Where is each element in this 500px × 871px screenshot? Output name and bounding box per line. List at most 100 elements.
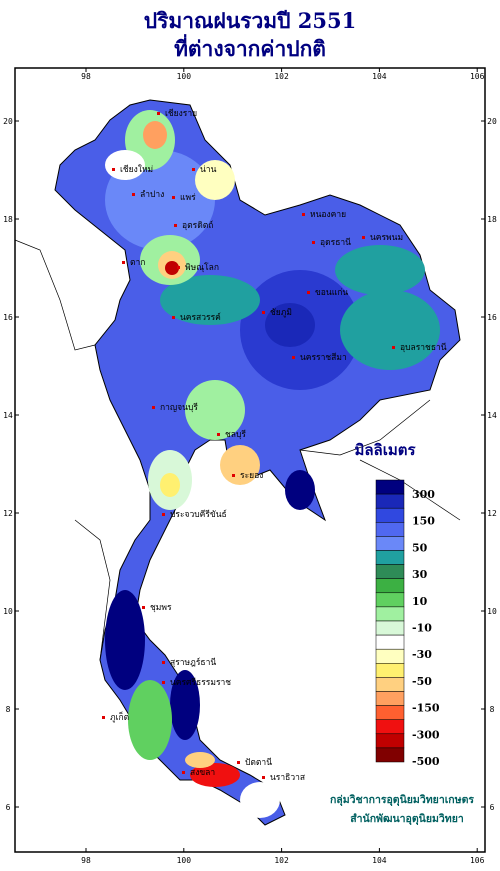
lat-label: 12	[3, 509, 13, 518]
legend-swatch	[375, 493, 405, 509]
city-marker	[177, 266, 180, 269]
legend-title: มิลลิเมตร	[354, 441, 416, 459]
city-label: ชุมพร	[150, 603, 172, 613]
lon-label: 104	[372, 72, 387, 81]
city-marker	[102, 716, 105, 719]
legend-swatch	[375, 578, 405, 594]
city-label: ขอนแก่น	[315, 288, 348, 298]
legend-swatch	[375, 691, 405, 706]
lat-label: 8	[490, 705, 495, 714]
city-label: ปัตตานี	[245, 757, 272, 768]
city-marker	[362, 236, 365, 239]
city-label: นครราชสีมา	[300, 352, 347, 363]
legend-swatch	[375, 592, 405, 608]
legend-label: 300	[412, 488, 435, 501]
lat-label: 14	[487, 411, 497, 420]
city-label: ประจวบคีรีขันธ์	[170, 509, 227, 520]
city-label: อุตรดิตถ์	[182, 220, 213, 231]
city-label: ลำปาง	[140, 190, 164, 200]
city-marker	[307, 291, 310, 294]
legend-swatch	[375, 606, 405, 622]
legend-label: 30	[412, 568, 428, 581]
lon-label: 100	[177, 856, 192, 865]
city-label: อุบลราชธานี	[400, 342, 447, 353]
city-marker	[302, 213, 305, 216]
city-marker	[152, 406, 155, 409]
subtitle: ที่ต่างจากค่าปกติ	[174, 33, 326, 61]
city-label: สุราษฎร์ธานี	[170, 657, 216, 668]
city-marker	[112, 168, 115, 171]
legend-swatch	[375, 634, 405, 650]
lon-label: 98	[81, 856, 91, 865]
legend-swatch	[375, 620, 405, 636]
legend-label: 10	[412, 595, 428, 608]
city-marker	[172, 196, 175, 199]
lat-label: 20	[487, 117, 497, 126]
city-marker	[172, 316, 175, 319]
city-marker	[232, 474, 235, 477]
city-marker	[122, 261, 125, 264]
city-label: กาญจนบุรี	[160, 402, 198, 413]
legend-label: -10	[412, 622, 432, 635]
city-label: หนองคาย	[310, 210, 346, 220]
legend-swatch	[375, 733, 405, 749]
city-marker	[217, 433, 220, 436]
city-label: น่าน	[200, 165, 217, 175]
legend-swatch	[375, 719, 405, 735]
legend-label: -30	[412, 648, 432, 661]
legend-swatch	[375, 479, 405, 495]
lat-label: 8	[6, 705, 11, 714]
city-marker	[312, 241, 315, 244]
city-marker	[142, 606, 145, 609]
city-label: อุดรธานี	[320, 237, 351, 248]
city-marker	[174, 224, 177, 227]
city-label: เชียงใหม่	[120, 164, 153, 175]
credit: กลุ่มวิชาการอุตุนิยมวิทยาเกษตร	[330, 794, 474, 807]
city-label: เชียงราย	[165, 108, 197, 119]
lon-label: 104	[372, 856, 387, 865]
city-label: นครพนม	[370, 233, 403, 243]
city-marker	[157, 112, 160, 115]
legend-swatch	[375, 550, 405, 565]
lat-label: 6	[6, 803, 11, 812]
city-label: นราธิวาส	[270, 773, 306, 783]
city-label: ตาก	[130, 258, 145, 268]
lat-label: 12	[487, 509, 497, 518]
lat-label: 20	[3, 117, 13, 126]
city-label: นครศรีธรรมราช	[170, 677, 231, 688]
lat-label: 16	[487, 313, 497, 322]
lat-label: 6	[490, 803, 495, 812]
legend-swatch	[375, 648, 405, 664]
city-marker	[182, 771, 185, 774]
legend-label: -300	[412, 728, 440, 741]
city-label: แพร่	[180, 193, 196, 203]
city-label: ภูเก็ต	[110, 711, 129, 723]
city-marker	[262, 311, 265, 314]
lon-label: 98	[81, 72, 91, 81]
legend-label: -50	[412, 675, 432, 688]
city-marker	[132, 193, 135, 196]
city-label: นครสวรรค์	[180, 312, 221, 323]
lat-label: 18	[3, 215, 13, 224]
legend-label: -500	[412, 755, 440, 768]
legend-label: 150	[412, 515, 435, 528]
legend-swatch	[375, 522, 405, 537]
neighbor-borders	[14, 239, 461, 661]
lat-label: 16	[3, 313, 13, 322]
city-marker	[392, 346, 395, 349]
legend-swatch	[375, 507, 405, 523]
title: ปริมาณฝนรวมปี 2551	[144, 8, 356, 33]
city-marker	[162, 681, 165, 684]
country	[54, 99, 461, 826]
city-label: ระยอง	[240, 471, 263, 481]
city-marker	[192, 168, 195, 171]
city-marker	[237, 761, 240, 764]
legend-swatch	[375, 564, 405, 579]
city-marker	[162, 661, 165, 664]
legend-swatch	[375, 536, 405, 551]
city-marker	[262, 776, 265, 779]
lat-label: 10	[3, 607, 13, 616]
lon-label: 106	[470, 72, 485, 81]
credit: สำนักพัฒนาอุตุนิยมวิทยา	[350, 813, 464, 826]
